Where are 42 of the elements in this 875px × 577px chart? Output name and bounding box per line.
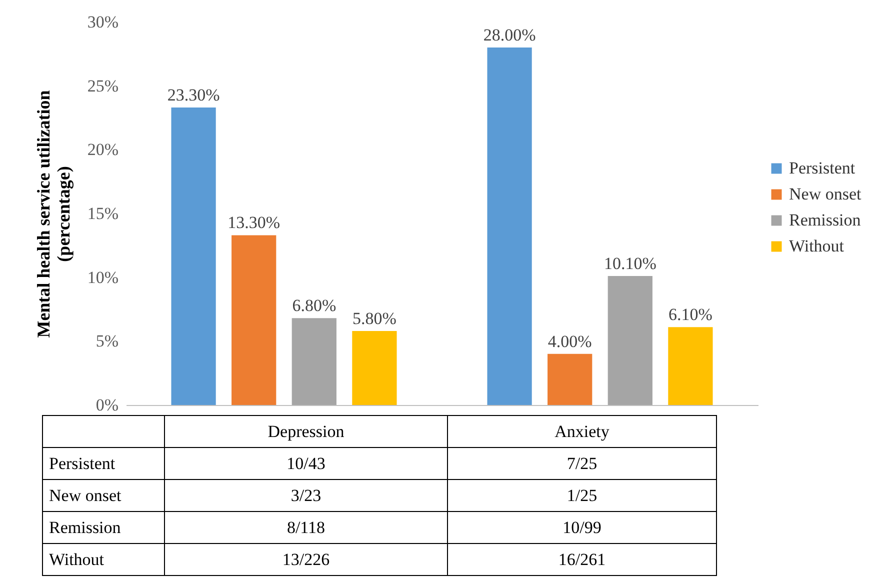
- text: 10/43: [164, 448, 448, 480]
- text: 7/25: [448, 448, 716, 480]
- data-label: 4.00%: [548, 332, 592, 351]
- text: Persistent: [49, 454, 116, 472]
- bar: [232, 235, 276, 405]
- text: 8/118: [164, 512, 448, 544]
- y-tick-label: 0%: [96, 396, 118, 414]
- text: 10/99: [448, 512, 716, 544]
- y-tick-label: 20%: [87, 140, 118, 160]
- data-label: 6.10%: [668, 305, 712, 324]
- bar: [352, 330, 397, 405]
- bar: [668, 327, 713, 405]
- text: Without: [49, 550, 104, 568]
- x-tick-label: Depression: [164, 416, 448, 448]
- data-label: 5.80%: [352, 308, 396, 328]
- text: New onset: [49, 486, 122, 504]
- data-label: 10.10%: [604, 254, 656, 274]
- y-axis-title: Mental health service utilization (percentage): [33, 90, 74, 338]
- y-tick-label: 10%: [87, 268, 118, 287]
- y-tick-label: 5%: [96, 332, 118, 351]
- text: 13/226: [164, 544, 448, 576]
- y-tick-label: 30%: [87, 12, 118, 32]
- data-label: 28.00%: [483, 26, 536, 45]
- data-label: 6.80%: [292, 296, 336, 316]
- legend-label: New onset: [789, 184, 862, 204]
- y-tick-label: 25%: [87, 76, 118, 96]
- bar: [487, 48, 532, 405]
- bar: [292, 318, 336, 405]
- data-label: 23.30%: [167, 86, 220, 105]
- legend-label: Remission: [789, 210, 862, 230]
- data-label: 13.30%: [228, 213, 280, 232]
- x-tick-label: Anxiety: [448, 416, 716, 448]
- text: 1/25: [448, 480, 716, 512]
- text: Remission: [49, 518, 121, 536]
- bar: [548, 354, 592, 405]
- y-tick-label: 15%: [87, 204, 118, 223]
- legend-label: Persistent: [789, 158, 856, 178]
- bar: [608, 276, 652, 405]
- text: 16/261: [448, 544, 716, 576]
- legend-label: Without: [789, 236, 844, 256]
- bar: [171, 108, 216, 405]
- text: 3/23: [164, 480, 448, 512]
